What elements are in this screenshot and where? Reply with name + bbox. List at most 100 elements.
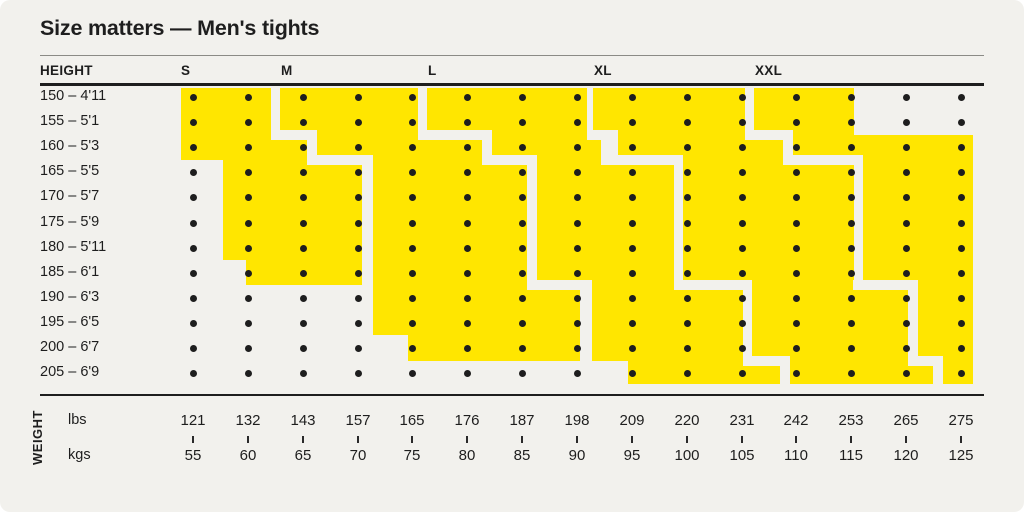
grid-dot [957, 244, 965, 252]
grid-dot [518, 344, 526, 352]
lbs-unit-label: lbs [68, 412, 87, 428]
grid-dot [408, 219, 416, 227]
size-header-xxl: XXL [755, 63, 783, 78]
height-row-label: 170 – 5'7 [40, 188, 100, 204]
grid-dot [792, 244, 800, 252]
band-separator [601, 155, 683, 165]
grid-dot [518, 369, 526, 377]
grid-dot [628, 219, 636, 227]
band-separator [527, 280, 592, 290]
weight-tick [905, 436, 907, 443]
weight-tick [411, 436, 413, 443]
grid-dot [299, 269, 307, 277]
size-band-m [408, 335, 580, 361]
grid-dot [957, 269, 965, 277]
footer-divider [40, 394, 984, 396]
grid-dot [738, 344, 746, 352]
grid-dot [463, 269, 471, 277]
grid-dot [683, 369, 691, 377]
grid-dot [573, 269, 581, 277]
band-separator [743, 356, 790, 366]
grid-dot [518, 219, 526, 227]
grid-dot [957, 118, 965, 126]
weight-axis-label: WEIGHT [30, 410, 45, 466]
grid-dot [244, 344, 252, 352]
band-separator [307, 155, 373, 165]
grid-dot [299, 344, 307, 352]
grid-dot [847, 219, 855, 227]
grid-dot [244, 219, 252, 227]
grid-dot [902, 344, 910, 352]
weight-tick [302, 436, 304, 443]
grid-dot [408, 294, 416, 302]
grid-dot [518, 193, 526, 201]
page-title: Size matters — Men's tights [40, 16, 320, 40]
grid-dot [628, 344, 636, 352]
height-row-label: 180 – 5'11 [40, 239, 107, 255]
grid-dot [683, 294, 691, 302]
grid-dot [573, 244, 581, 252]
weight-kgs-value: 115 [839, 447, 863, 464]
grid-dot [902, 269, 910, 277]
grid-dot [792, 319, 800, 327]
grid-dot [408, 168, 416, 176]
grid-dot [683, 193, 691, 201]
grid-dot [792, 294, 800, 302]
grid-dot [902, 118, 910, 126]
weight-lbs-value: 157 [345, 412, 371, 429]
grid-dot [244, 118, 252, 126]
weight-lbs-value: 132 [235, 412, 261, 429]
grid-dot [244, 319, 252, 327]
grid-dot [683, 319, 691, 327]
grid-dot [792, 168, 800, 176]
grid-dot [354, 319, 362, 327]
weight-tick [960, 436, 962, 443]
weight-tick [247, 436, 249, 443]
grid-dot [463, 344, 471, 352]
size-header-s: S [181, 63, 191, 78]
grid-dot [902, 219, 910, 227]
weight-lbs-value: 165 [399, 412, 425, 429]
grid-dot [408, 319, 416, 327]
grid-dot [738, 93, 746, 101]
weight-tick [741, 436, 743, 443]
grid-dot [902, 294, 910, 302]
grid-dot [354, 219, 362, 227]
height-column-header: HEIGHT [40, 63, 93, 78]
size-band-l [592, 335, 743, 361]
grid-dot [902, 319, 910, 327]
size-band-l [628, 361, 780, 384]
weight-kgs-value: 65 [294, 447, 312, 464]
size-band-m [373, 285, 580, 335]
grid-dot [244, 93, 252, 101]
grid-dot [628, 294, 636, 302]
grid-dot [354, 269, 362, 277]
grid-dot [957, 344, 965, 352]
weight-tick [686, 436, 688, 443]
grid-dot [957, 143, 965, 151]
height-row-label: 190 – 6'3 [40, 289, 100, 305]
top-divider [40, 55, 984, 56]
grid-dot [957, 219, 965, 227]
kgs-unit-label: kgs [68, 447, 91, 463]
weight-lbs-value: 143 [290, 412, 316, 429]
grid-dot [738, 219, 746, 227]
grid-dot [408, 93, 416, 101]
grid-dot [628, 193, 636, 201]
grid-dot [299, 219, 307, 227]
grid-dot [518, 93, 526, 101]
weight-kgs-value: 120 [893, 447, 919, 464]
band-separator [482, 155, 537, 165]
weight-kgs-value: 55 [184, 447, 202, 464]
grid-dot [902, 93, 910, 101]
size-header-l: L [428, 63, 437, 78]
grid-dot [957, 193, 965, 201]
grid-dot [573, 369, 581, 377]
grid-dot [573, 344, 581, 352]
grid-dot [244, 269, 252, 277]
size-header-xl: XL [594, 63, 612, 78]
band-separator [745, 130, 793, 140]
grid-dot [299, 93, 307, 101]
weight-tick [357, 436, 359, 443]
grid-dot [244, 294, 252, 302]
